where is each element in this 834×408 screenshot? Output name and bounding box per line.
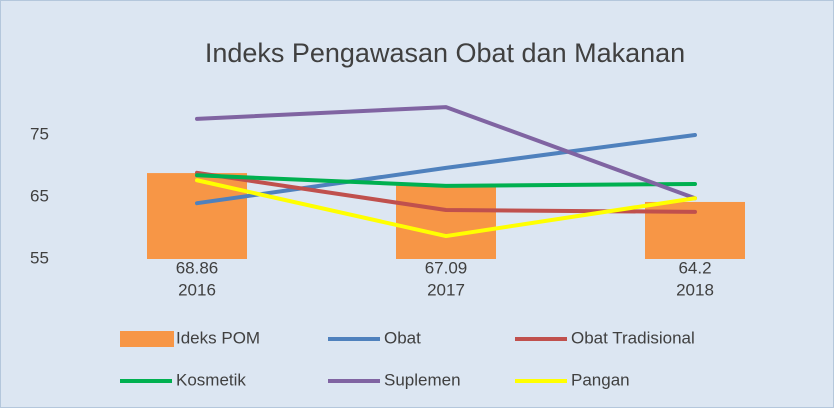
line <box>195 105 697 201</box>
y-tick-label: 75 <box>30 124 49 143</box>
legend-label: Obat Tradisional <box>571 328 695 347</box>
legend-swatch <box>120 331 174 347</box>
data-label: 68.86 <box>176 258 219 277</box>
data-label: 67.09 <box>425 258 468 277</box>
bar <box>147 173 247 259</box>
bar <box>396 184 496 259</box>
legend-label: Kosmetik <box>176 370 246 389</box>
data-label: 64.2 <box>678 258 711 277</box>
legend-label: Ideks POM <box>176 328 260 347</box>
line <box>195 173 697 188</box>
y-tick-label: 65 <box>30 186 49 205</box>
legend-label: Suplemen <box>384 370 461 389</box>
x-tick-label: 2016 <box>178 280 216 299</box>
line <box>195 178 697 239</box>
legend-label: Obat <box>384 328 421 347</box>
y-tick-label: 55 <box>30 248 49 267</box>
legend-label: Pangan <box>571 370 630 389</box>
x-tick-label: 2017 <box>427 280 465 299</box>
x-tick-label: 2018 <box>676 280 714 299</box>
line <box>195 133 697 206</box>
chart-title: Indeks Pengawasan Obat dan Makanan <box>205 38 685 68</box>
